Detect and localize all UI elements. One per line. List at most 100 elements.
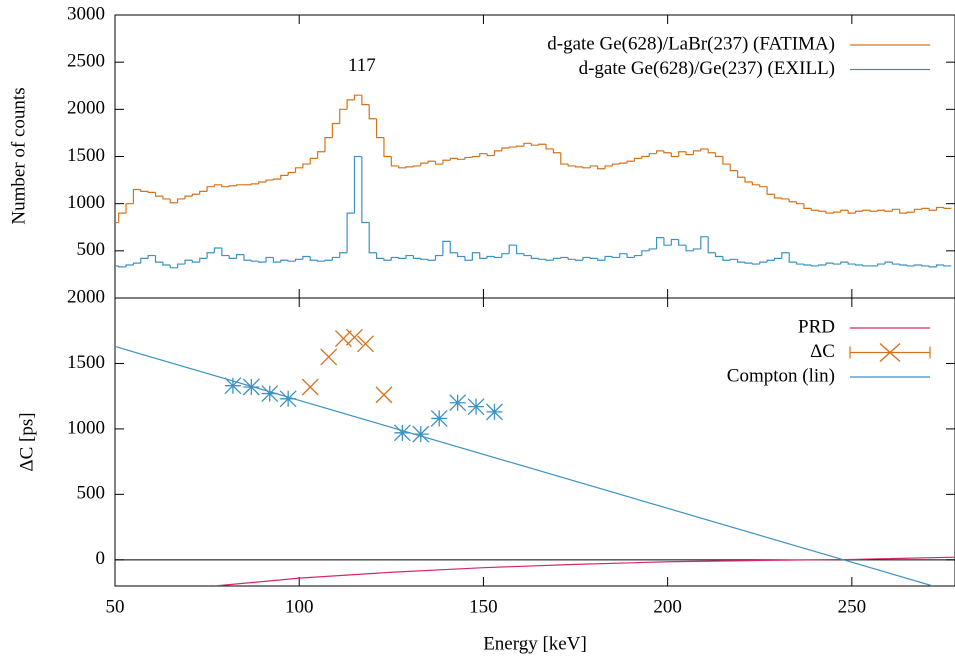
histogram-step — [626, 160, 635, 164]
histogram-step — [810, 264, 819, 267]
histogram-step — [471, 155, 480, 158]
histogram-step — [795, 201, 804, 205]
histogram-step — [552, 148, 561, 154]
histogram-step — [678, 151, 687, 157]
histogram-step — [177, 198, 185, 203]
histogram-step — [648, 153, 657, 157]
histogram-step — [744, 262, 753, 264]
histogram-step — [147, 191, 156, 193]
legend-label: ΔC — [810, 341, 835, 362]
histogram-step — [707, 148, 716, 154]
histogram-step — [913, 208, 922, 213]
histogram-step — [928, 265, 937, 268]
histogram-step — [250, 183, 259, 185]
histogram-step — [538, 143, 547, 146]
histogram-step — [184, 259, 193, 265]
histogram-step — [847, 262, 856, 265]
legend-label: d-gate Ge(628)/Ge(237) (EXILL) — [579, 58, 835, 79]
histogram-step — [390, 256, 399, 261]
histogram-step — [221, 184, 230, 188]
legend-label: PRD — [798, 316, 835, 337]
histogram-step — [545, 144, 554, 150]
y-tick-label: 1500 — [67, 145, 105, 166]
marker — [301, 378, 319, 396]
histogram-step — [501, 253, 510, 258]
histogram-step — [162, 196, 171, 200]
marker — [449, 394, 467, 412]
histogram-step — [412, 165, 421, 167]
y-tick-label: 500 — [77, 483, 106, 504]
histogram-step — [331, 122, 340, 138]
histogram-step — [294, 258, 303, 262]
marker — [279, 390, 297, 408]
histogram-step — [862, 209, 871, 212]
histogram-step — [118, 212, 127, 223]
histogram-step — [567, 164, 576, 167]
histogram-step — [655, 237, 664, 249]
histogram-step — [147, 254, 156, 259]
histogram-step — [722, 256, 731, 261]
marker — [346, 328, 363, 346]
histogram-step — [398, 257, 407, 259]
histogram-step — [869, 210, 878, 212]
histogram-step — [655, 150, 664, 154]
histogram-step — [457, 252, 465, 258]
histogram-step — [464, 256, 473, 261]
histogram-step — [729, 164, 738, 172]
histogram-step — [737, 259, 745, 263]
marker — [412, 425, 430, 443]
histogram-step — [619, 253, 628, 258]
histogram-step — [906, 264, 915, 267]
annotation: 117 — [348, 55, 376, 76]
histogram-step — [339, 108, 348, 124]
histogram-step — [928, 208, 937, 211]
histogram-step — [493, 150, 502, 156]
histogram-step — [302, 255, 311, 260]
histogram-step — [832, 211, 841, 214]
histogram-step — [692, 248, 701, 251]
histogram-step — [383, 258, 392, 261]
histogram-step — [228, 255, 237, 259]
histogram-step — [692, 150, 701, 155]
histogram-step — [678, 239, 687, 246]
histogram-step — [412, 255, 421, 259]
histogram-step — [921, 207, 930, 210]
histogram-step — [508, 244, 517, 254]
histogram-step — [840, 261, 849, 265]
histogram-step — [648, 248, 657, 251]
histogram-step — [508, 146, 517, 149]
histogram-step — [545, 259, 554, 261]
y-tick-label: 1000 — [67, 192, 105, 213]
marker — [393, 424, 411, 442]
marker — [224, 377, 242, 395]
histogram-step — [353, 94, 362, 100]
histogram-step — [250, 260, 259, 262]
histogram-step — [773, 257, 782, 261]
marker — [334, 330, 352, 348]
histogram-step — [331, 256, 340, 261]
histogram-step — [722, 156, 731, 165]
histogram-step — [309, 157, 318, 165]
histogram-step — [685, 245, 694, 252]
histogram-step — [766, 259, 775, 263]
histogram-step — [457, 158, 465, 160]
y-tick-label: 1000 — [67, 417, 105, 438]
histogram-step — [810, 208, 819, 211]
histogram-step — [272, 178, 281, 181]
marker — [430, 409, 448, 427]
histogram-step — [663, 150, 672, 154]
histogram-step — [744, 177, 753, 183]
histogram-step — [280, 174, 289, 180]
histogram-step — [191, 260, 200, 263]
histogram-step — [420, 162, 429, 166]
histogram-step — [611, 163, 620, 166]
histogram-step — [486, 153, 495, 157]
histogram-step — [479, 252, 488, 259]
histogram-step — [449, 241, 458, 254]
histogram-step — [221, 248, 230, 257]
histogram-step — [663, 237, 672, 246]
histogram-step — [891, 262, 900, 265]
legend-label: Compton (lin) — [727, 365, 835, 386]
histogram-step — [604, 255, 613, 261]
histogram-step — [294, 167, 303, 173]
